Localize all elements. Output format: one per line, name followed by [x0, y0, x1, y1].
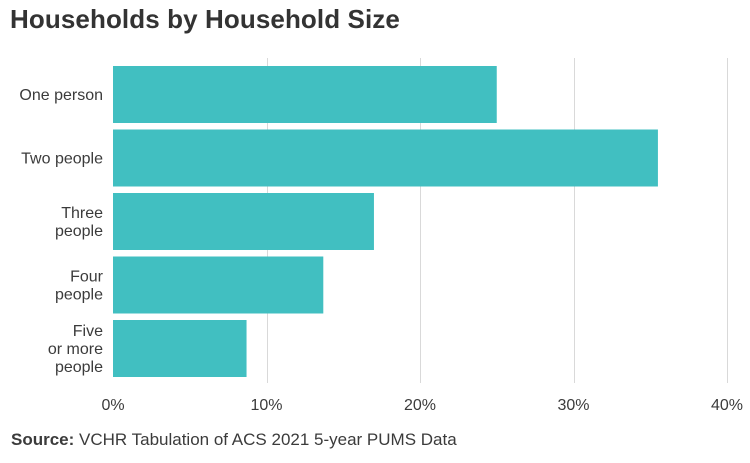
- x-tick-label: 10%: [250, 397, 282, 414]
- x-tick-label: 0%: [101, 397, 124, 414]
- category-label: One person: [19, 87, 103, 104]
- bars: [113, 66, 658, 377]
- bar: [113, 129, 658, 187]
- category-label: Five or more people: [48, 323, 103, 376]
- source-label: Source:: [11, 430, 75, 449]
- category-labels: One person Two people Three people Four peopl…: [19, 87, 103, 376]
- bar: [113, 320, 247, 377]
- bar: [113, 66, 497, 123]
- category-label: Two people: [21, 151, 103, 168]
- bar: [113, 256, 324, 314]
- category-label: Four people: [55, 269, 104, 304]
- source-text: VCHR Tabulation of ACS 2021 5-year PUMS …: [79, 430, 457, 449]
- x-tick-label: 40%: [711, 397, 743, 414]
- chart-title: Households by Household Size: [10, 4, 400, 34]
- source-note: Source: VCHR Tabulation of ACS 2021 5-ye…: [11, 430, 457, 450]
- x-tick-label: 30%: [557, 397, 589, 414]
- category-label: Three people: [55, 205, 103, 240]
- x-axis-tick-labels: 0% 10% 20% 30% 40%: [101, 397, 743, 414]
- bar: [113, 193, 374, 250]
- x-tick-label: 20%: [404, 397, 436, 414]
